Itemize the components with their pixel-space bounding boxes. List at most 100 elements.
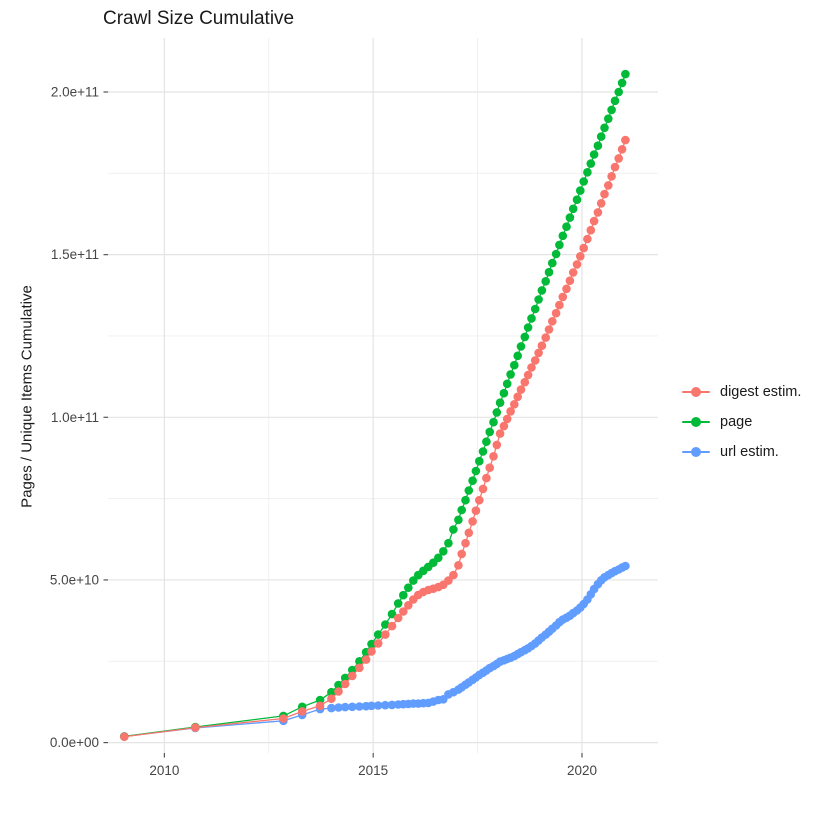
data-point [558, 292, 568, 302]
data-point [621, 69, 630, 79]
data-point [340, 673, 350, 683]
data-point [572, 260, 582, 269]
data-point [315, 701, 325, 711]
data-point [534, 348, 543, 358]
legend-entry-page: page [681, 407, 801, 437]
data-point [586, 159, 596, 168]
gridlines [108, 38, 658, 753]
data-point [614, 154, 623, 163]
data-point [348, 665, 357, 675]
data-point [516, 342, 526, 351]
data-point [367, 647, 376, 656]
legend-entry-digest-estim: digest estim. [681, 377, 801, 407]
y-tick-label: 2.0e+11 [51, 84, 99, 99]
data-point [502, 414, 512, 424]
data-point [513, 392, 522, 402]
data-point [583, 168, 592, 177]
data-point [468, 476, 477, 486]
data-point [439, 547, 448, 556]
data-point [348, 671, 357, 681]
data-point [565, 213, 575, 222]
data-point [468, 517, 477, 526]
data-point [381, 630, 390, 639]
data-point [562, 222, 571, 231]
legend-point-sample [691, 387, 701, 397]
data-point [399, 590, 408, 600]
data-point [334, 680, 343, 690]
series-url-estim [120, 561, 630, 741]
data-point [482, 473, 491, 483]
data-point [548, 317, 557, 326]
data-point [373, 630, 383, 639]
data-point [604, 181, 613, 190]
data-point [520, 332, 530, 342]
data-point [523, 323, 533, 332]
legend-label: page [720, 414, 753, 430]
data-point [513, 351, 522, 361]
legend-entry-url-estim: url estim. [681, 437, 801, 467]
series-line [124, 139, 627, 738]
data-point [327, 694, 336, 703]
data-point [120, 732, 129, 741]
data-point [373, 639, 383, 648]
data-point [461, 538, 470, 548]
data-point [548, 258, 557, 268]
data-point [348, 702, 357, 712]
data-point [541, 277, 550, 286]
data-point [586, 225, 596, 235]
legend-label: digest estim. [720, 384, 802, 400]
data-point [607, 172, 616, 181]
data-point [434, 553, 443, 563]
data-point [610, 162, 620, 172]
data-point [334, 703, 343, 712]
data-point [381, 700, 390, 710]
series-digest-estim [120, 135, 630, 741]
x-tick-label: 2010 [149, 763, 179, 778]
data-point [621, 561, 630, 571]
data-point [485, 427, 495, 437]
data-point [297, 707, 307, 716]
data-point [367, 701, 376, 711]
data-point [340, 679, 350, 689]
data-point [404, 601, 413, 610]
data-point [461, 495, 470, 505]
data-point [534, 295, 543, 304]
data-point [537, 341, 547, 351]
data-point [516, 385, 526, 394]
data-point [340, 702, 350, 712]
data-point [604, 114, 613, 123]
data-point [530, 304, 540, 314]
data-point [607, 105, 616, 115]
data-point [541, 333, 550, 342]
data-point [576, 251, 585, 261]
data-point [334, 687, 343, 696]
axis-tick-labels: 0.0e+00 5.0e+10 1.0e+11 1.5e+11 2.0e+11 2010 2… [50, 84, 597, 778]
data-point [327, 703, 336, 713]
data-point [367, 639, 376, 649]
data-point [617, 145, 627, 154]
data-point [475, 495, 484, 505]
data-point [393, 613, 403, 623]
data-point [621, 135, 630, 145]
data-point [393, 599, 403, 608]
data-point [555, 240, 564, 250]
data-point [464, 528, 474, 538]
data-point [449, 570, 458, 580]
data-point [568, 204, 578, 214]
data-point [520, 377, 530, 387]
data-point [551, 308, 561, 318]
data-point [579, 243, 588, 253]
data-point [572, 195, 582, 204]
data-point [499, 388, 509, 398]
data-point [454, 515, 463, 525]
data-point [506, 370, 515, 379]
data-point [617, 78, 627, 88]
data-point [495, 429, 505, 438]
data-point [596, 199, 606, 208]
data-point [475, 456, 484, 466]
data-point [409, 576, 418, 585]
data-point [562, 284, 571, 294]
data-point [610, 96, 620, 106]
data-point [355, 702, 364, 711]
data-point [387, 609, 397, 619]
